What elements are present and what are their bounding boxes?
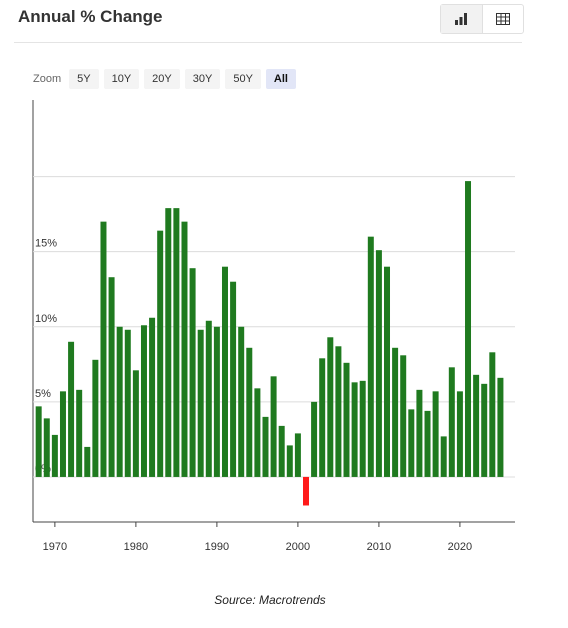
zoom-button[interactable]: All	[265, 69, 296, 89]
bar	[465, 181, 472, 477]
bar-icon	[455, 13, 468, 25]
bar	[335, 346, 342, 477]
bar	[124, 329, 131, 477]
chart-view-button[interactable]	[441, 5, 483, 33]
bar	[392, 347, 399, 477]
bar	[286, 445, 293, 477]
bar	[100, 221, 107, 477]
source-note: Source: Macrotrends	[214, 593, 326, 607]
bar	[254, 388, 261, 477]
bar	[181, 221, 188, 477]
x-tick-label: 2000	[286, 541, 310, 553]
bar	[440, 436, 447, 477]
bar	[270, 376, 277, 477]
bar	[149, 317, 156, 477]
bar	[294, 433, 301, 477]
bar	[473, 374, 480, 477]
bar	[205, 320, 212, 477]
bar	[303, 476, 309, 506]
y-tick-label: 10%	[35, 313, 57, 325]
zoom-button[interactable]: 10Y	[103, 69, 140, 89]
zoom-button[interactable]: 20Y	[144, 69, 180, 89]
view-switch	[440, 4, 524, 34]
bar	[84, 446, 91, 477]
bar	[432, 391, 439, 477]
x-tick-label: 2020	[448, 541, 472, 553]
x-tick-label: 1990	[205, 541, 229, 553]
zoom-button[interactable]: 50Y	[225, 69, 261, 89]
bar	[456, 391, 463, 477]
y-tick-label: 15%	[35, 238, 57, 250]
bar	[189, 268, 196, 477]
bar	[351, 382, 358, 477]
bar	[230, 281, 237, 477]
header: Annual % Change	[14, 0, 524, 43]
zoom-button[interactable]: 5Y	[69, 69, 99, 89]
bar	[157, 230, 164, 477]
bar	[132, 370, 139, 477]
bar	[35, 406, 42, 477]
bar	[92, 359, 99, 477]
bar	[165, 208, 172, 477]
bar	[278, 425, 285, 477]
y-tick-label: 5%	[35, 388, 51, 400]
chart-title: Annual % Change	[18, 7, 163, 26]
bar	[367, 236, 374, 477]
bar	[197, 329, 204, 477]
bar	[384, 266, 391, 477]
table-icon	[495, 13, 510, 25]
bar	[408, 409, 415, 477]
bar	[68, 341, 75, 477]
y-tick-label: 0%	[35, 463, 51, 475]
bar	[416, 389, 423, 477]
bar	[481, 383, 488, 477]
bar	[213, 326, 220, 477]
bar	[173, 208, 180, 477]
bar	[489, 352, 496, 477]
bar	[262, 416, 269, 477]
bar	[400, 355, 407, 477]
bar	[327, 337, 334, 477]
zoom-bar: Zoom 5Y 10Y 20Y 30Y 50Y All	[33, 69, 301, 89]
zoom-button[interactable]: 30Y	[184, 69, 221, 89]
bar	[76, 389, 83, 477]
bar	[59, 391, 66, 477]
bar	[497, 377, 504, 477]
bar	[343, 362, 350, 477]
zoom-label: Zoom	[33, 73, 62, 85]
table-view-button[interactable]	[483, 5, 524, 33]
bar	[246, 347, 253, 477]
bar	[375, 250, 382, 477]
bar	[424, 410, 431, 477]
x-tick-label: 1970	[43, 541, 67, 553]
x-tick-label: 1980	[124, 541, 148, 553]
bar	[140, 325, 147, 477]
bar	[108, 277, 115, 477]
bar	[359, 380, 366, 477]
bar	[221, 266, 228, 477]
x-tick-label: 2010	[367, 541, 391, 553]
bar	[319, 358, 326, 477]
bar	[43, 418, 50, 477]
bar	[448, 367, 455, 477]
bar	[116, 326, 123, 477]
bar	[238, 326, 245, 477]
bar	[311, 401, 318, 477]
bar	[51, 434, 58, 477]
